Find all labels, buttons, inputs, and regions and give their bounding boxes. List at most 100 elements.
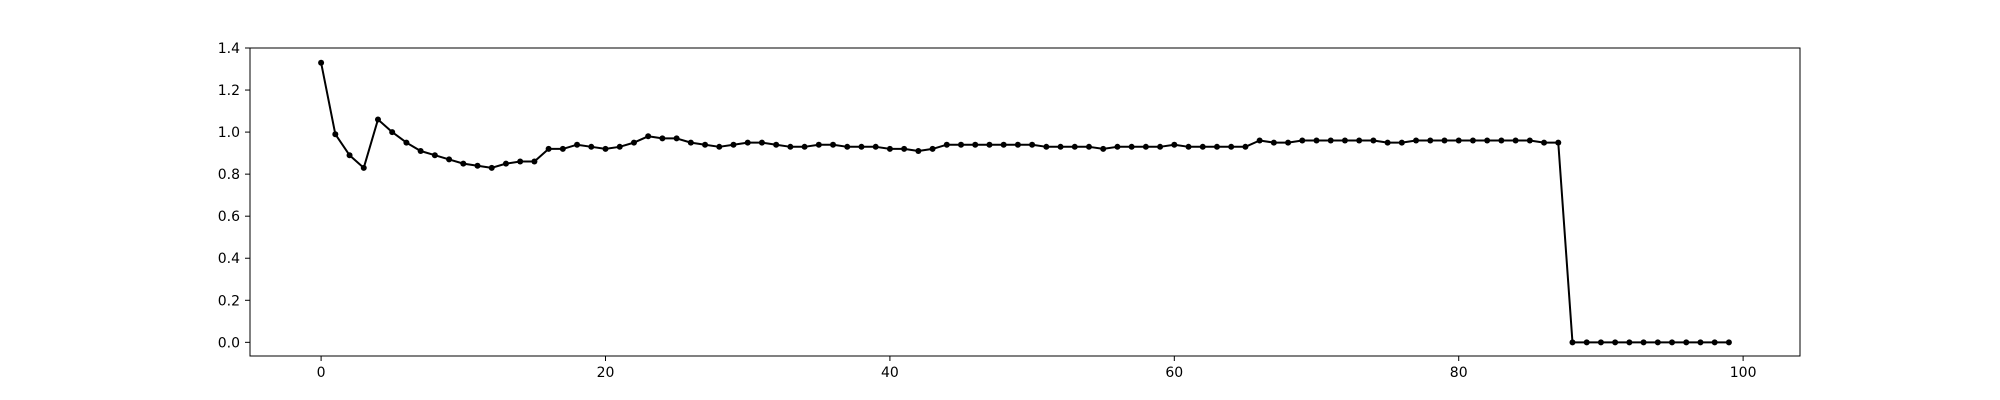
data-point [1469, 137, 1476, 144]
data-point [318, 59, 325, 66]
data-point [1441, 137, 1448, 144]
data-point [488, 164, 495, 171]
data-point [1114, 143, 1121, 150]
data-point [460, 160, 467, 167]
data-point [1185, 143, 1192, 150]
data-point [943, 141, 950, 148]
data-point [1285, 139, 1292, 146]
data-point [630, 139, 637, 146]
x-tick-label: 0 [317, 365, 326, 381]
data-point [1583, 339, 1590, 346]
data-point [1669, 339, 1676, 346]
x-tick-label: 60 [1165, 365, 1183, 381]
data-point [929, 145, 936, 152]
data-point [1256, 137, 1263, 144]
data-point [1555, 139, 1562, 146]
data-point [1640, 339, 1647, 346]
data-point [1498, 137, 1505, 144]
data-point [645, 133, 652, 140]
data-point [815, 141, 822, 148]
data-point [986, 141, 993, 148]
data-point [1228, 143, 1235, 150]
y-tick-label: 1.4 [218, 41, 240, 57]
data-point [1711, 339, 1718, 346]
data-point [1512, 137, 1519, 144]
data-point [1128, 143, 1135, 150]
data-point [574, 141, 581, 148]
data-point [1697, 339, 1704, 346]
data-point [1725, 339, 1732, 346]
data-point [1043, 143, 1050, 150]
data-point [744, 139, 751, 146]
data-point [958, 141, 965, 148]
data-point [1541, 139, 1548, 146]
data-point [844, 143, 851, 150]
data-point [559, 145, 566, 152]
data-point [1100, 145, 1107, 152]
data-point [417, 148, 424, 155]
x-axis: 0 20 40 60 80 100 [317, 356, 1757, 381]
data-point [1612, 339, 1619, 346]
data-point [517, 158, 524, 165]
data-point [1654, 339, 1661, 346]
data-point [1370, 137, 1377, 144]
data-point [1157, 143, 1164, 150]
data-point [1085, 143, 1092, 150]
data-point [1029, 141, 1036, 148]
series-line [320, 62, 1729, 344]
plot-area [318, 59, 1732, 346]
data-point [1199, 143, 1206, 150]
data-point [915, 148, 922, 155]
data-point [403, 139, 410, 146]
data-point [588, 143, 595, 150]
data-point [901, 145, 908, 152]
data-point [886, 145, 893, 152]
data-point [446, 156, 453, 163]
data-point [730, 141, 737, 148]
data-point [1171, 141, 1178, 148]
data-point [1597, 339, 1604, 346]
data-point [474, 162, 481, 169]
data-point [1356, 137, 1363, 144]
x-tick-label: 100 [1730, 365, 1757, 381]
data-point [716, 143, 723, 150]
y-tick-label: 0.0 [218, 335, 240, 351]
data-point [1000, 141, 1007, 148]
data-point [531, 158, 538, 165]
data-point [360, 164, 367, 171]
y-tick-label: 1.0 [218, 125, 240, 141]
data-point [502, 160, 509, 167]
data-point [1071, 143, 1078, 150]
data-point [346, 152, 353, 159]
data-point [1242, 143, 1249, 150]
data-point [972, 141, 979, 148]
y-axis: 0.0 0.2 0.4 0.6 0.8 1.0 1.2 1.4 [218, 41, 250, 351]
data-point [1683, 339, 1690, 346]
y-tick-label: 0.8 [218, 167, 240, 183]
data-point [1384, 139, 1391, 146]
data-point [1299, 137, 1306, 144]
data-point [801, 143, 808, 150]
data-point [1270, 139, 1277, 146]
data-point [602, 145, 609, 152]
x-tick-label: 20 [597, 365, 615, 381]
data-point [872, 143, 879, 150]
data-point [1398, 139, 1405, 146]
data-point [1427, 137, 1434, 144]
y-tick-label: 0.4 [218, 251, 240, 267]
y-tick-label: 0.6 [218, 209, 240, 225]
y-tick-label: 0.2 [218, 293, 240, 309]
data-point [616, 143, 623, 150]
data-point [787, 143, 794, 150]
x-tick-label: 40 [881, 365, 899, 381]
data-point [1327, 137, 1334, 144]
data-point [1569, 339, 1576, 346]
data-point [1413, 137, 1420, 144]
data-point [374, 116, 381, 123]
data-point [1142, 143, 1149, 150]
data-point [1526, 137, 1533, 144]
data-point [758, 139, 765, 146]
data-point [1455, 137, 1462, 144]
data-point [773, 141, 780, 148]
